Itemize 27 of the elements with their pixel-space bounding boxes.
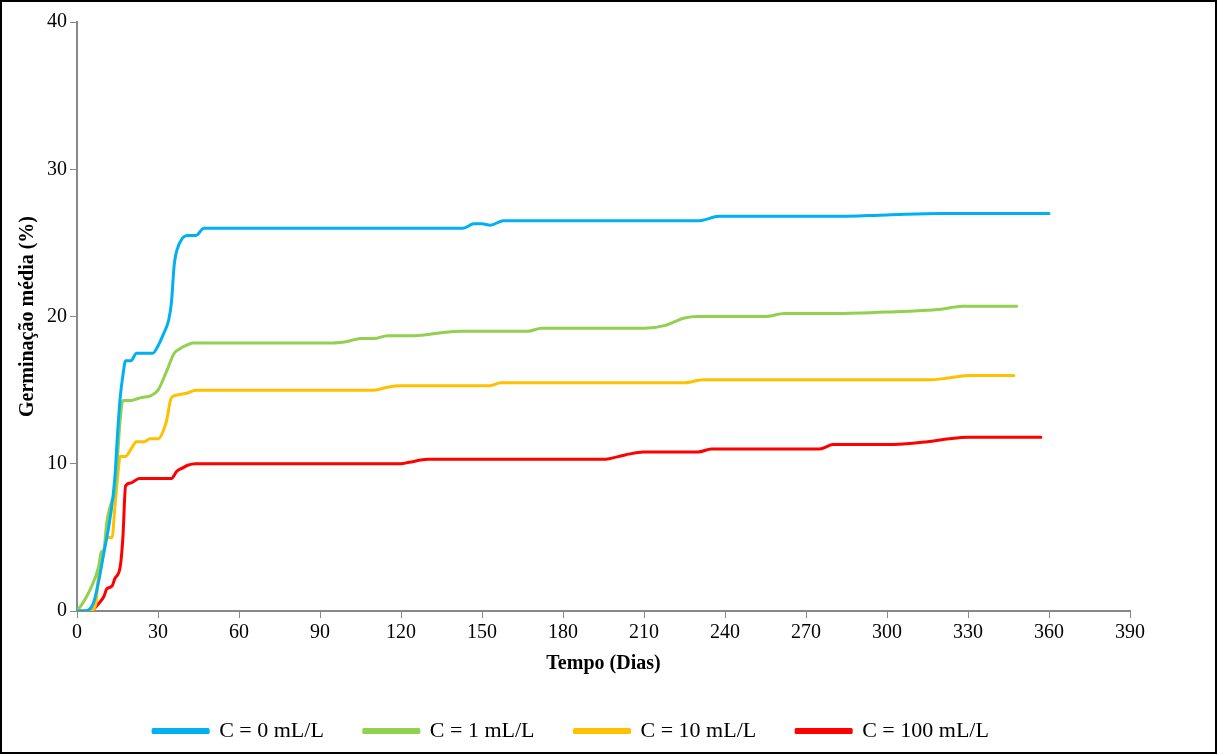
x-tick-label: 0	[72, 620, 82, 643]
legend-label: C = 100 mL/L	[862, 716, 989, 742]
x-tick-label: 210	[629, 620, 659, 643]
x-tick-label: 150	[467, 620, 497, 643]
x-tick-label: 390	[1115, 620, 1145, 643]
y-tick-label: 0	[57, 598, 67, 621]
y-tick-label: 30	[47, 156, 67, 179]
x-tick-label: 120	[386, 620, 416, 643]
line-series	[77, 211, 1051, 611]
y-axis-title: Germinação média (%)	[15, 215, 39, 418]
x-tick-label: 60	[229, 620, 249, 643]
legend-label: C = 10 mL/L	[640, 716, 757, 742]
y-tick-label: 40	[47, 9, 67, 32]
y-tick-label: 10	[47, 451, 67, 473]
x-tick-label: 240	[710, 620, 740, 643]
x-tick-label: 330	[953, 620, 983, 643]
x-tick-label: 300	[872, 620, 902, 643]
y-tick-label: 20	[47, 303, 67, 326]
x-tick-label: 90	[310, 620, 330, 643]
x-tick-label: 180	[548, 620, 578, 643]
line-series	[77, 304, 1019, 611]
x-tick-label: 270	[791, 620, 821, 643]
x-tick-label: 30	[148, 620, 168, 643]
legend-label: C = 1 mL/L	[429, 716, 535, 742]
legend-label: C = 0 mL/L	[219, 716, 324, 742]
x-tick-label: 360	[1034, 620, 1064, 643]
x-axis-title: Tempo (Dias)	[546, 651, 661, 675]
